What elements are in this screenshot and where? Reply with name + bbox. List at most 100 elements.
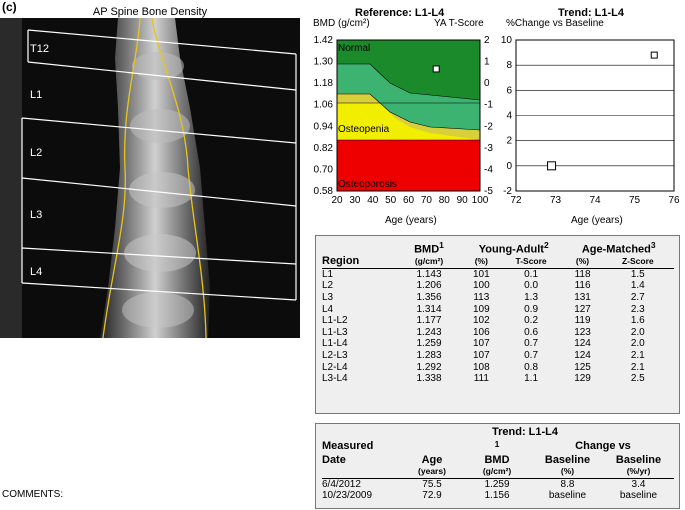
trend-x-axis-title: Age (years): [571, 215, 623, 226]
baseline-yr-cell: baseline: [619, 490, 658, 502]
trend-left-axis-title: %Change vs Baseline: [506, 18, 604, 29]
reference-right-tick: -1: [484, 100, 493, 111]
osteopenia-zone: [337, 103, 480, 140]
trend-y-tick: 0: [506, 161, 512, 172]
table-row: L2 1.206 100 0.0 116 1.4: [322, 280, 674, 292]
ya-tscore-cell: 0.2: [524, 315, 539, 327]
ya-tscore-cell: 0.0: [524, 280, 539, 292]
am-pct-cell: 119: [574, 315, 591, 327]
vertebra-label-l1: L1: [30, 89, 43, 101]
bmd-cell: 1.292: [416, 361, 442, 373]
region-cell: L3-L4: [322, 373, 348, 385]
am-zscore-cell: 1.5: [630, 268, 645, 280]
young-adult-footnote: 2: [543, 240, 549, 250]
bmd-footnote: 1: [439, 240, 444, 250]
spine-scan-image: [0, 18, 300, 338]
bmd-cell: 1.206: [416, 280, 442, 292]
table-row: 10/23/2009 72.9 1.156 baseline baseline: [322, 490, 674, 502]
reference-x-tick: 100: [472, 195, 489, 206]
trend-y-tick: 6: [506, 85, 512, 96]
reference-y-tick: 0.58: [314, 186, 334, 197]
trend-bmd-footnote: 1: [494, 438, 500, 449]
am-zscore-cell: 2.1: [630, 361, 645, 373]
am-pct-header: (%): [575, 256, 590, 267]
am-zscore-cell: 1.4: [630, 280, 645, 292]
ya-tscore-cell: 0.7: [524, 338, 539, 350]
am-zscore-cell: 2.1: [630, 350, 645, 361]
trend-x-tick: 75: [629, 195, 641, 206]
ya-pct-cell: 109: [472, 303, 490, 315]
vertebra-label-l3: L3: [30, 209, 43, 221]
am-pct-cell: 116: [574, 280, 591, 292]
baseline-yr-cell: 3.4: [631, 478, 646, 490]
ya-pct-header: (%): [474, 256, 488, 267]
region-cell: L1-L2: [322, 315, 348, 327]
reference-x-tick: 70: [421, 195, 433, 206]
trend-x-tick: 74: [589, 195, 601, 206]
trend-x-tick: 76: [668, 195, 680, 206]
ya-pct-cell: 107: [472, 350, 490, 361]
trend-point: [547, 161, 557, 171]
baseline-pct-cell: 8.8: [560, 478, 575, 490]
region-cell: L4: [322, 303, 334, 315]
bmd-cell: 1.177: [416, 315, 442, 327]
ya-pct-cell: 111: [473, 373, 489, 385]
region-cell: L3: [322, 292, 334, 304]
table-row: 6/4/2012 75.5 1.259 8.8 3.4: [322, 478, 674, 490]
bmd-cell: 1.259: [484, 478, 510, 490]
reference-right-ticks: 2 1 0 -1 -2 -3 -4 -5: [484, 35, 493, 197]
date-header: Date: [322, 453, 346, 466]
table-row: L1-L4 1.259 107 0.7 124 2.0: [322, 338, 674, 350]
reference-y-tick: 0.94: [314, 121, 334, 132]
trend-x-tick: 73: [550, 195, 562, 206]
bmd-header: BMD: [414, 243, 440, 256]
reference-right-tick: 1: [484, 57, 490, 68]
ya-pct-cell: 106: [472, 326, 490, 338]
young-adult-header: Young-Adult: [478, 243, 544, 256]
measured-header: Measured: [322, 439, 374, 452]
age-cell: 72.9: [422, 490, 442, 502]
am-pct-cell: 127: [574, 303, 591, 315]
reference-y-tick: 0.70: [314, 164, 334, 175]
reference-chart-title: Reference: L1-L4: [355, 7, 445, 19]
zone-label-osteopenia: Osteopenia: [338, 124, 390, 135]
trend-y-tick: 8: [506, 60, 512, 71]
ya-pct-cell: 107: [472, 338, 490, 350]
bmd-cell: 1.314: [416, 303, 442, 315]
reference-y-tick: 1.42: [314, 35, 334, 46]
vertebra-label-l4: L4: [30, 266, 43, 278]
age-units-header: (years): [418, 466, 446, 477]
region-cell: L1-L3: [322, 326, 348, 338]
ya-tscore-cell: 1.1: [524, 373, 539, 385]
change-vs-header: Change vs: [575, 439, 631, 452]
normal-lower-band: [337, 64, 480, 130]
baseline-yr-header: Baseline: [615, 453, 662, 466]
ya-tscore-cell: 0.7: [524, 350, 539, 361]
date-cell: 6/4/2012: [322, 478, 361, 490]
trend-point: [650, 51, 658, 59]
reference-x-ticks: 20 30 40 50 60 70 80 90 100: [331, 195, 488, 206]
region-cell: L1: [322, 268, 334, 280]
trend-y-tick: 2: [506, 136, 512, 147]
reference-y-tick: 1.06: [314, 100, 334, 111]
trend-x-ticks: 72 73 74 75 76: [510, 195, 680, 206]
ya-pct-cell: 100: [472, 280, 490, 292]
baseline-pct-header: Baseline: [544, 453, 591, 466]
ya-pct-cell: 101: [472, 268, 490, 280]
table-row: L1-L2 1.177 102 0.2 119 1.6: [322, 315, 674, 327]
region-header: Region: [322, 255, 360, 268]
vertebra-label-t12: T12: [30, 43, 49, 55]
bmd-cell: 1.156: [484, 490, 510, 502]
reference-right-tick: -4: [484, 164, 493, 175]
trend-bmd-units-header: (g/cm²): [482, 466, 512, 477]
reference-right-tick: -2: [484, 121, 493, 132]
reference-right-tick: 2: [484, 35, 490, 46]
am-zscore-cell: 2.0: [630, 326, 645, 338]
baseline-yr-units-header: (%/yr): [626, 466, 651, 477]
age-matched-header: Age-Matched: [581, 243, 651, 256]
reference-right-tick: 0: [484, 78, 490, 89]
am-pct-cell: 123: [574, 326, 591, 338]
am-pct-cell: 129: [574, 373, 591, 385]
scan-title: AP Spine Bone Density: [92, 6, 208, 18]
reference-right-tick: -5: [484, 186, 493, 197]
